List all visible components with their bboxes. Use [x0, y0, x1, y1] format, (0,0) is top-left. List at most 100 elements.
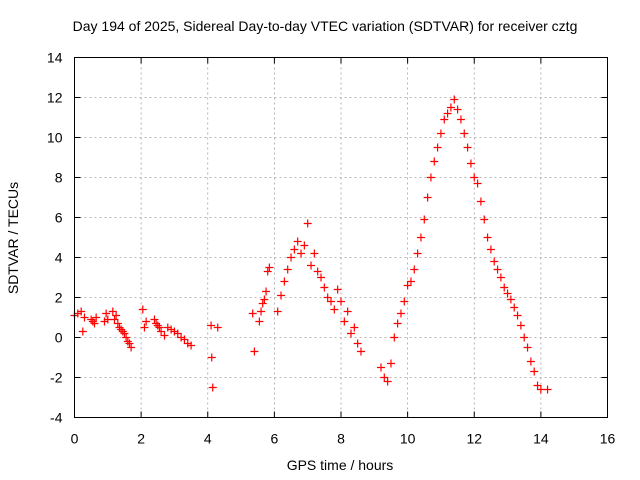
data-point	[280, 277, 289, 286]
data-point	[486, 245, 495, 254]
y-tick-label: 10	[47, 130, 63, 146]
data-point	[170, 327, 179, 336]
data-point	[180, 335, 189, 344]
data-point	[473, 179, 482, 188]
data-point	[313, 267, 322, 276]
data-point	[183, 339, 192, 348]
data-point	[80, 313, 89, 322]
data-point	[263, 267, 272, 276]
data-point	[520, 333, 529, 342]
data-point	[453, 105, 462, 114]
data-point	[273, 307, 282, 316]
data-point	[480, 215, 489, 224]
data-point	[393, 319, 402, 328]
data-point	[260, 295, 269, 304]
data-point	[346, 329, 355, 338]
data-point	[77, 307, 86, 316]
data-point	[380, 373, 389, 382]
data-point	[152, 319, 161, 328]
data-point	[255, 317, 264, 326]
data-point	[112, 311, 121, 320]
x-tick-label: 4	[204, 431, 212, 447]
data-point	[320, 283, 329, 292]
data-point	[142, 317, 151, 326]
data-point	[167, 325, 176, 334]
data-point	[333, 285, 342, 294]
data-point	[87, 315, 96, 324]
data-point	[463, 143, 472, 152]
y-tick-label: 8	[55, 170, 63, 186]
data-point	[163, 323, 172, 332]
data-point	[250, 347, 259, 356]
x-tick-label: 10	[400, 431, 416, 447]
data-point	[470, 173, 479, 182]
y-tick-label: 2	[55, 290, 63, 306]
data-point	[443, 109, 452, 118]
data-point	[283, 265, 292, 274]
data-point	[337, 297, 345, 306]
data-point	[410, 265, 419, 274]
data-point	[353, 339, 362, 348]
data-point	[153, 321, 162, 330]
data-point	[303, 219, 312, 228]
data-point	[383, 377, 392, 386]
data-point	[503, 289, 512, 298]
data-point	[187, 341, 196, 350]
x-tick-label: 14	[533, 431, 549, 447]
data-point	[248, 309, 257, 318]
data-points	[70, 95, 552, 394]
data-point	[102, 309, 111, 318]
data-point	[493, 265, 502, 274]
data-point	[310, 249, 319, 258]
data-point	[423, 193, 432, 202]
x-tick-label: 8	[337, 431, 345, 447]
data-point	[100, 317, 109, 326]
data-point	[396, 309, 405, 318]
data-point	[207, 321, 216, 330]
y-tick-label: -4	[50, 410, 63, 426]
data-point	[290, 245, 299, 254]
data-point	[543, 385, 552, 394]
data-point	[327, 297, 336, 306]
data-point	[330, 305, 339, 314]
data-point	[386, 359, 395, 368]
data-point	[350, 323, 359, 332]
data-point	[113, 319, 122, 328]
data-point	[506, 295, 515, 304]
data-point	[343, 307, 352, 316]
data-point	[403, 281, 412, 290]
y-tick-label: 4	[55, 250, 63, 266]
data-point	[78, 327, 87, 336]
data-point	[160, 331, 169, 340]
data-point	[140, 323, 149, 332]
data-point	[533, 381, 542, 390]
data-point	[110, 315, 119, 324]
data-point	[430, 157, 439, 166]
chart-title: Day 194 of 2025, Sidereal Day-to-day VTE…	[73, 18, 578, 34]
data-point	[157, 327, 166, 336]
x-tick-label: 2	[137, 431, 145, 447]
data-point	[155, 323, 164, 332]
data-point	[213, 323, 222, 332]
y-tick-label: 6	[55, 210, 63, 226]
data-point	[297, 249, 306, 258]
x-tick-label: 6	[270, 431, 278, 447]
data-point	[108, 307, 117, 316]
data-point	[510, 303, 519, 312]
data-point	[490, 257, 499, 266]
data-point	[523, 343, 532, 352]
data-point	[293, 237, 302, 246]
data-point	[123, 337, 132, 346]
data-point	[416, 233, 425, 242]
data-point	[118, 327, 127, 336]
data-point	[460, 129, 469, 138]
data-point	[513, 311, 522, 320]
data-point	[426, 173, 435, 182]
data-point	[483, 233, 492, 242]
data-point	[446, 103, 455, 112]
data-point	[376, 363, 385, 372]
data-point	[390, 333, 399, 342]
data-point	[456, 115, 465, 124]
data-point	[436, 129, 445, 138]
